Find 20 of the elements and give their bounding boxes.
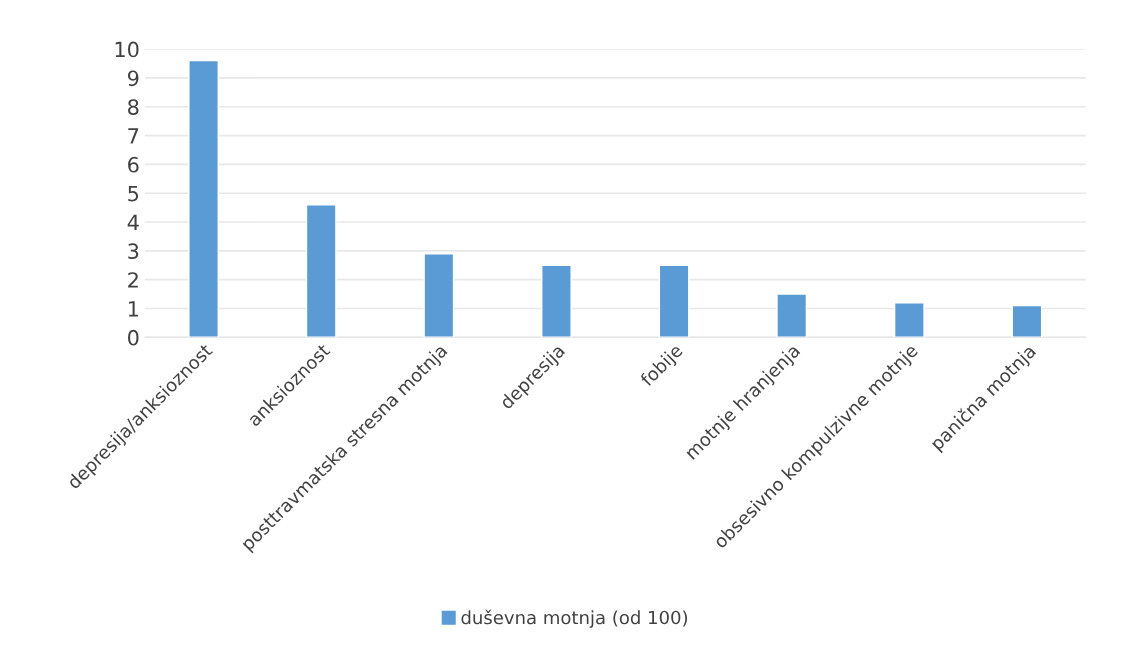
y-tick-label: 8 [128,99,139,115]
bar [776,293,808,338]
bar [305,204,337,338]
bar [893,302,925,338]
y-tick-label: 6 [128,156,139,173]
y-tick-label: 7 [128,128,139,144]
y-tick-label: 4 [127,214,139,230]
bar [658,264,690,338]
y-tick-label: 9 [127,70,139,87]
bar [188,59,219,338]
y-tick-label: 2 [128,272,138,288]
y-tick-label: 5 [128,185,139,202]
y-tick-label: 0 [128,329,139,346]
bar [423,253,455,338]
y-tick-label: 3 [128,243,139,260]
y-tick-label: 10 [115,41,139,58]
bar [541,264,572,338]
bar [1011,304,1043,338]
legend-label: duševna motnja (od 100) [461,609,688,628]
y-tick-label: 1 [128,301,138,317]
